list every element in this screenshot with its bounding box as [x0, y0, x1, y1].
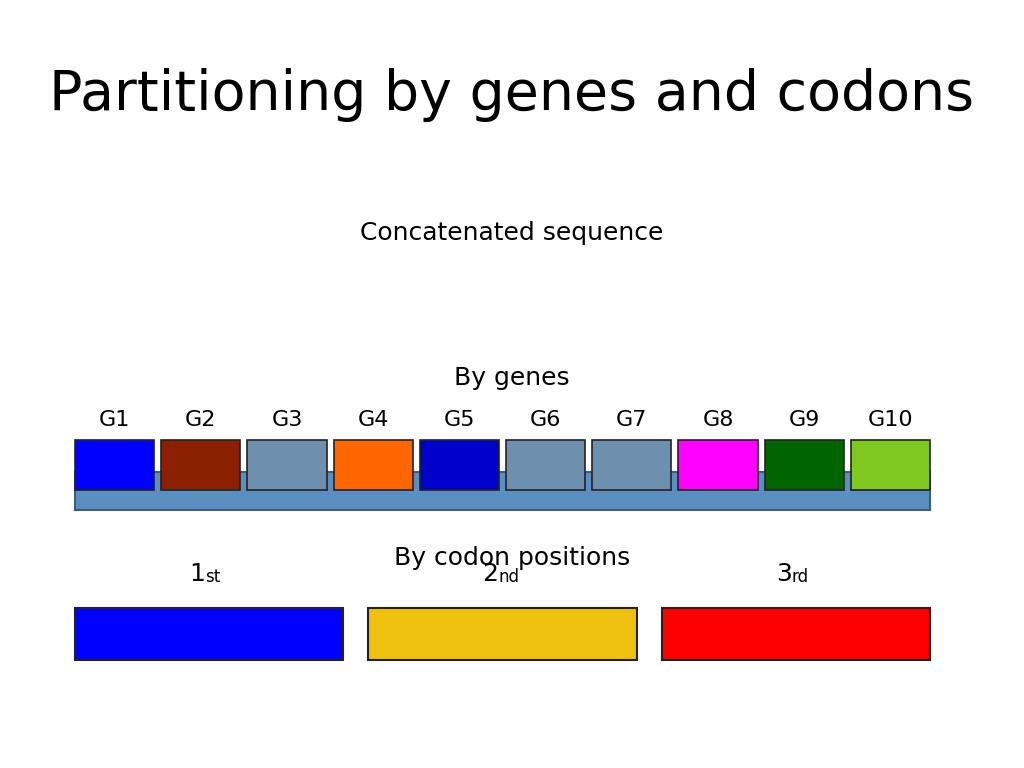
- Text: 2: 2: [482, 562, 499, 586]
- Text: 1: 1: [189, 562, 205, 586]
- Text: Partitioning by genes and codons: Partitioning by genes and codons: [49, 68, 975, 122]
- Bar: [248, 440, 327, 490]
- Text: G9: G9: [788, 410, 820, 430]
- Bar: [161, 440, 241, 490]
- Text: By genes: By genes: [455, 366, 569, 390]
- Text: G4: G4: [357, 410, 389, 430]
- Text: nd: nd: [499, 568, 519, 586]
- Bar: [592, 440, 672, 490]
- Bar: [334, 440, 413, 490]
- Text: G8: G8: [702, 410, 733, 430]
- Bar: [851, 440, 930, 490]
- Bar: [765, 440, 844, 490]
- Bar: [662, 608, 930, 660]
- Text: G2: G2: [185, 410, 216, 430]
- Text: G5: G5: [443, 410, 475, 430]
- Text: By codon positions: By codon positions: [394, 546, 630, 570]
- Text: G6: G6: [529, 410, 561, 430]
- Bar: [75, 440, 155, 490]
- Text: G7: G7: [616, 410, 647, 430]
- Text: Concatenated sequence: Concatenated sequence: [360, 221, 664, 245]
- Bar: [75, 472, 930, 510]
- Bar: [420, 440, 499, 490]
- Text: 3: 3: [776, 562, 792, 586]
- Bar: [75, 608, 343, 660]
- Bar: [506, 440, 585, 490]
- Text: st: st: [205, 568, 220, 586]
- Text: G1: G1: [99, 410, 130, 430]
- Bar: [678, 440, 758, 490]
- Bar: [369, 608, 637, 660]
- Text: G3: G3: [271, 410, 303, 430]
- Text: rd: rd: [792, 568, 809, 586]
- Text: G10: G10: [867, 410, 913, 430]
